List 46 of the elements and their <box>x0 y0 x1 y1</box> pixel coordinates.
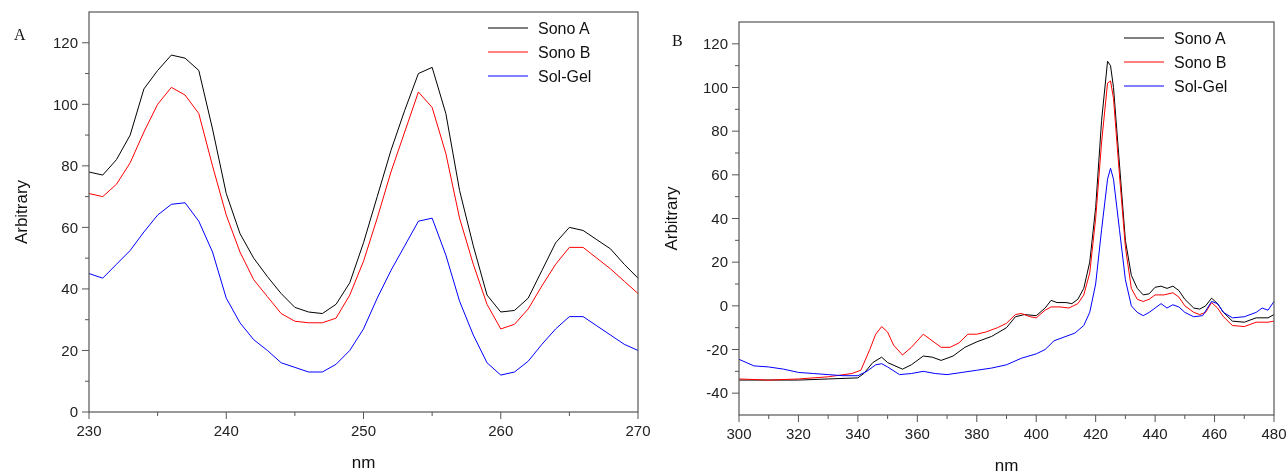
y-tick-label: 100 <box>702 78 728 96</box>
y-tick-label: 40 <box>711 209 728 227</box>
text: A <box>14 26 26 43</box>
x-tick-label: 380 <box>964 425 990 442</box>
y-tick-label: 80 <box>61 157 78 175</box>
legend-label: Sol-Gel <box>1174 77 1228 95</box>
y-tick-label: 80 <box>711 122 728 140</box>
y-tick-label: 120 <box>702 35 728 53</box>
x-tick-label: 270 <box>625 422 651 439</box>
x-tick-label: 230 <box>76 422 102 439</box>
x-tick-label: 240 <box>213 422 239 439</box>
y-tick-label: 120 <box>52 34 78 52</box>
y-tick-label: 0 <box>69 403 78 421</box>
x-tick-label: 360 <box>904 425 930 442</box>
line-series <box>738 167 1275 377</box>
x-tick-label: 340 <box>845 425 871 442</box>
y-axis-title: Arbitrary <box>12 179 31 245</box>
x-axis-title: nm <box>994 456 1019 474</box>
x-tick-label: 480 <box>1261 425 1287 442</box>
y-axis-title: Arbitrary <box>662 185 681 251</box>
legend-label: Sono B <box>1174 53 1227 71</box>
x-tick-label: 320 <box>785 425 811 442</box>
x-tick-label: 460 <box>1202 425 1228 442</box>
legend-label: Sono A <box>1174 29 1226 47</box>
y-tick-label: 20 <box>61 341 78 359</box>
x-axis-title: nm <box>351 453 376 472</box>
y-tick-label: 60 <box>61 218 78 236</box>
line-series <box>88 86 639 330</box>
y-tick-label: -20 <box>706 340 728 358</box>
line-series <box>88 202 639 376</box>
y-tick-label: 20 <box>711 253 728 271</box>
x-tick-label: 260 <box>488 422 514 439</box>
y-tick-label: 100 <box>52 95 78 113</box>
legend-label: Sol-Gel <box>538 67 592 85</box>
y-tick-label: 60 <box>711 166 728 184</box>
legend-label: Sono B <box>538 43 591 61</box>
y-tick-label: 40 <box>61 280 78 298</box>
x-tick-label: 440 <box>1142 425 1168 442</box>
x-tick-label: 250 <box>350 422 377 439</box>
y-tick-label: -40 <box>706 384 728 402</box>
legend-label: Sono A <box>538 19 590 37</box>
x-tick-label: 300 <box>726 425 752 442</box>
x-tick-label: 400 <box>1023 425 1049 442</box>
y-tick-label: 0 <box>719 297 728 315</box>
x-tick-label: 420 <box>1083 425 1109 442</box>
text: B <box>672 32 683 49</box>
